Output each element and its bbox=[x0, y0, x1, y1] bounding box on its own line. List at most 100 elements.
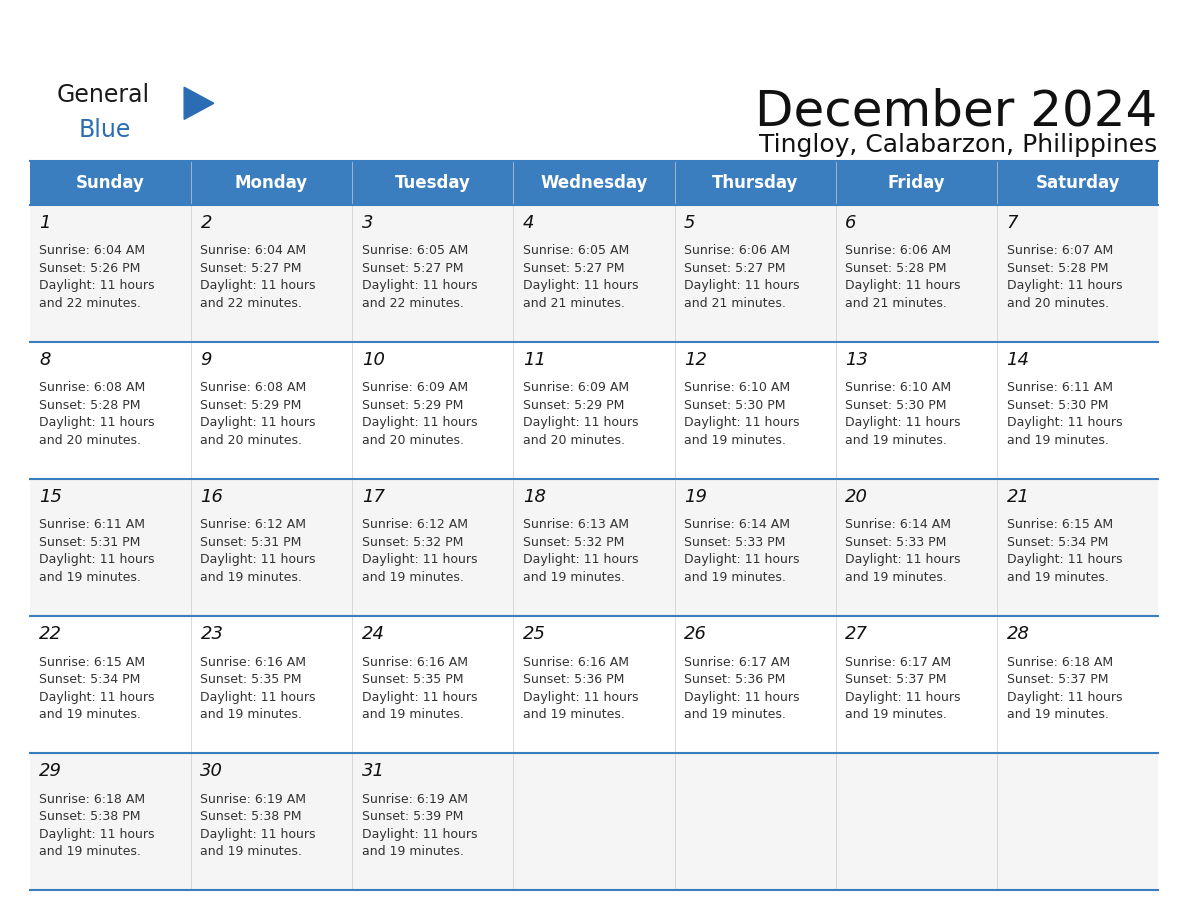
Text: 18: 18 bbox=[523, 488, 546, 506]
Text: Sunrise: 6:14 AM: Sunrise: 6:14 AM bbox=[684, 519, 790, 532]
Text: Tuesday: Tuesday bbox=[394, 174, 470, 192]
Text: Sunset: 5:37 PM: Sunset: 5:37 PM bbox=[846, 673, 947, 686]
Text: and 20 minutes.: and 20 minutes. bbox=[1006, 297, 1108, 309]
Text: Daylight: 11 hours: Daylight: 11 hours bbox=[1006, 690, 1123, 703]
FancyBboxPatch shape bbox=[30, 205, 1158, 341]
Text: and 21 minutes.: and 21 minutes. bbox=[846, 297, 947, 309]
Text: Sunrise: 6:09 AM: Sunrise: 6:09 AM bbox=[523, 381, 628, 395]
Text: 21: 21 bbox=[1006, 488, 1030, 506]
Text: and 19 minutes.: and 19 minutes. bbox=[1006, 433, 1108, 447]
Text: 19: 19 bbox=[684, 488, 707, 506]
Text: Sunset: 5:34 PM: Sunset: 5:34 PM bbox=[39, 673, 140, 686]
Text: Daylight: 11 hours: Daylight: 11 hours bbox=[39, 279, 154, 292]
Text: Sunrise: 6:16 AM: Sunrise: 6:16 AM bbox=[201, 655, 307, 668]
Text: Sunrise: 6:10 AM: Sunrise: 6:10 AM bbox=[846, 381, 952, 395]
Text: Daylight: 11 hours: Daylight: 11 hours bbox=[523, 416, 638, 430]
Text: Sunset: 5:31 PM: Sunset: 5:31 PM bbox=[39, 536, 140, 549]
FancyBboxPatch shape bbox=[30, 161, 1158, 205]
Text: Sunrise: 6:10 AM: Sunrise: 6:10 AM bbox=[684, 381, 790, 395]
Text: and 19 minutes.: and 19 minutes. bbox=[1006, 571, 1108, 584]
Text: 6: 6 bbox=[846, 214, 857, 232]
Text: and 22 minutes.: and 22 minutes. bbox=[201, 297, 302, 309]
Text: and 19 minutes.: and 19 minutes. bbox=[523, 571, 625, 584]
FancyBboxPatch shape bbox=[30, 341, 1158, 479]
Text: Sunset: 5:35 PM: Sunset: 5:35 PM bbox=[201, 673, 302, 686]
Text: Sunset: 5:30 PM: Sunset: 5:30 PM bbox=[846, 398, 947, 412]
Text: Daylight: 11 hours: Daylight: 11 hours bbox=[523, 554, 638, 566]
Text: Sunset: 5:32 PM: Sunset: 5:32 PM bbox=[523, 536, 624, 549]
Text: Sunrise: 6:19 AM: Sunrise: 6:19 AM bbox=[361, 793, 468, 806]
Text: 5: 5 bbox=[684, 214, 696, 232]
Text: and 19 minutes.: and 19 minutes. bbox=[361, 571, 463, 584]
Text: Sunrise: 6:07 AM: Sunrise: 6:07 AM bbox=[1006, 244, 1113, 257]
Text: Sunset: 5:29 PM: Sunset: 5:29 PM bbox=[361, 398, 463, 412]
Text: 4: 4 bbox=[523, 214, 535, 232]
Text: Sunrise: 6:08 AM: Sunrise: 6:08 AM bbox=[39, 381, 145, 395]
Text: and 20 minutes.: and 20 minutes. bbox=[361, 433, 463, 447]
Text: Sunset: 5:38 PM: Sunset: 5:38 PM bbox=[39, 811, 140, 823]
Text: Sunrise: 6:16 AM: Sunrise: 6:16 AM bbox=[523, 655, 628, 668]
Text: Daylight: 11 hours: Daylight: 11 hours bbox=[684, 416, 800, 430]
Text: Sunrise: 6:12 AM: Sunrise: 6:12 AM bbox=[361, 519, 468, 532]
Text: Sunset: 5:36 PM: Sunset: 5:36 PM bbox=[684, 673, 785, 686]
Text: Sunset: 5:29 PM: Sunset: 5:29 PM bbox=[201, 398, 302, 412]
Text: Daylight: 11 hours: Daylight: 11 hours bbox=[201, 554, 316, 566]
Text: Sunrise: 6:05 AM: Sunrise: 6:05 AM bbox=[523, 244, 630, 257]
Text: Sunrise: 6:04 AM: Sunrise: 6:04 AM bbox=[39, 244, 145, 257]
Text: and 19 minutes.: and 19 minutes. bbox=[39, 708, 141, 721]
Text: Sunset: 5:26 PM: Sunset: 5:26 PM bbox=[39, 262, 140, 274]
Text: Daylight: 11 hours: Daylight: 11 hours bbox=[201, 690, 316, 703]
Text: Daylight: 11 hours: Daylight: 11 hours bbox=[39, 690, 154, 703]
Text: Sunset: 5:38 PM: Sunset: 5:38 PM bbox=[201, 811, 302, 823]
Text: Daylight: 11 hours: Daylight: 11 hours bbox=[523, 690, 638, 703]
Text: Sunset: 5:27 PM: Sunset: 5:27 PM bbox=[201, 262, 302, 274]
Text: and 19 minutes.: and 19 minutes. bbox=[684, 433, 786, 447]
Text: December 2024: December 2024 bbox=[754, 87, 1157, 135]
Text: and 19 minutes.: and 19 minutes. bbox=[361, 845, 463, 858]
Text: 26: 26 bbox=[684, 625, 707, 644]
Text: 13: 13 bbox=[846, 351, 868, 369]
Text: and 19 minutes.: and 19 minutes. bbox=[523, 708, 625, 721]
Text: Sunrise: 6:09 AM: Sunrise: 6:09 AM bbox=[361, 381, 468, 395]
Text: and 19 minutes.: and 19 minutes. bbox=[846, 433, 947, 447]
Text: Daylight: 11 hours: Daylight: 11 hours bbox=[1006, 416, 1123, 430]
Text: and 22 minutes.: and 22 minutes. bbox=[361, 297, 463, 309]
Text: 27: 27 bbox=[846, 625, 868, 644]
Text: Daylight: 11 hours: Daylight: 11 hours bbox=[1006, 279, 1123, 292]
Text: 12: 12 bbox=[684, 351, 707, 369]
Text: Sunrise: 6:11 AM: Sunrise: 6:11 AM bbox=[1006, 381, 1113, 395]
Text: Daylight: 11 hours: Daylight: 11 hours bbox=[846, 416, 961, 430]
Text: and 19 minutes.: and 19 minutes. bbox=[201, 708, 302, 721]
Text: and 19 minutes.: and 19 minutes. bbox=[201, 845, 302, 858]
Text: Sunset: 5:34 PM: Sunset: 5:34 PM bbox=[1006, 536, 1108, 549]
Text: 23: 23 bbox=[201, 625, 223, 644]
Text: 14: 14 bbox=[1006, 351, 1030, 369]
Text: 17: 17 bbox=[361, 488, 385, 506]
Text: Sunset: 5:28 PM: Sunset: 5:28 PM bbox=[39, 398, 140, 412]
Text: Daylight: 11 hours: Daylight: 11 hours bbox=[201, 416, 316, 430]
Text: and 19 minutes.: and 19 minutes. bbox=[39, 571, 141, 584]
Text: Tingloy, Calabarzon, Philippines: Tingloy, Calabarzon, Philippines bbox=[759, 133, 1157, 157]
Text: Daylight: 11 hours: Daylight: 11 hours bbox=[39, 828, 154, 841]
Text: Daylight: 11 hours: Daylight: 11 hours bbox=[846, 279, 961, 292]
Text: Sunset: 5:37 PM: Sunset: 5:37 PM bbox=[1006, 673, 1108, 686]
Text: 22: 22 bbox=[39, 625, 62, 644]
Text: 20: 20 bbox=[846, 488, 868, 506]
Text: Sunrise: 6:19 AM: Sunrise: 6:19 AM bbox=[201, 793, 307, 806]
Text: Daylight: 11 hours: Daylight: 11 hours bbox=[361, 828, 478, 841]
Text: Sunrise: 6:05 AM: Sunrise: 6:05 AM bbox=[361, 244, 468, 257]
Text: Monday: Monday bbox=[235, 174, 308, 192]
Text: Sunrise: 6:11 AM: Sunrise: 6:11 AM bbox=[39, 519, 145, 532]
Text: Daylight: 11 hours: Daylight: 11 hours bbox=[684, 554, 800, 566]
Text: Sunset: 5:27 PM: Sunset: 5:27 PM bbox=[361, 262, 463, 274]
Text: Daylight: 11 hours: Daylight: 11 hours bbox=[39, 416, 154, 430]
Text: and 21 minutes.: and 21 minutes. bbox=[523, 297, 625, 309]
Text: and 19 minutes.: and 19 minutes. bbox=[846, 571, 947, 584]
Text: and 19 minutes.: and 19 minutes. bbox=[201, 571, 302, 584]
Text: 31: 31 bbox=[361, 763, 385, 780]
Text: and 19 minutes.: and 19 minutes. bbox=[846, 708, 947, 721]
Text: Wednesday: Wednesday bbox=[541, 174, 647, 192]
Text: Sunrise: 6:18 AM: Sunrise: 6:18 AM bbox=[39, 793, 145, 806]
Text: Sunset: 5:29 PM: Sunset: 5:29 PM bbox=[523, 398, 624, 412]
Text: Sunrise: 6:17 AM: Sunrise: 6:17 AM bbox=[684, 655, 790, 668]
